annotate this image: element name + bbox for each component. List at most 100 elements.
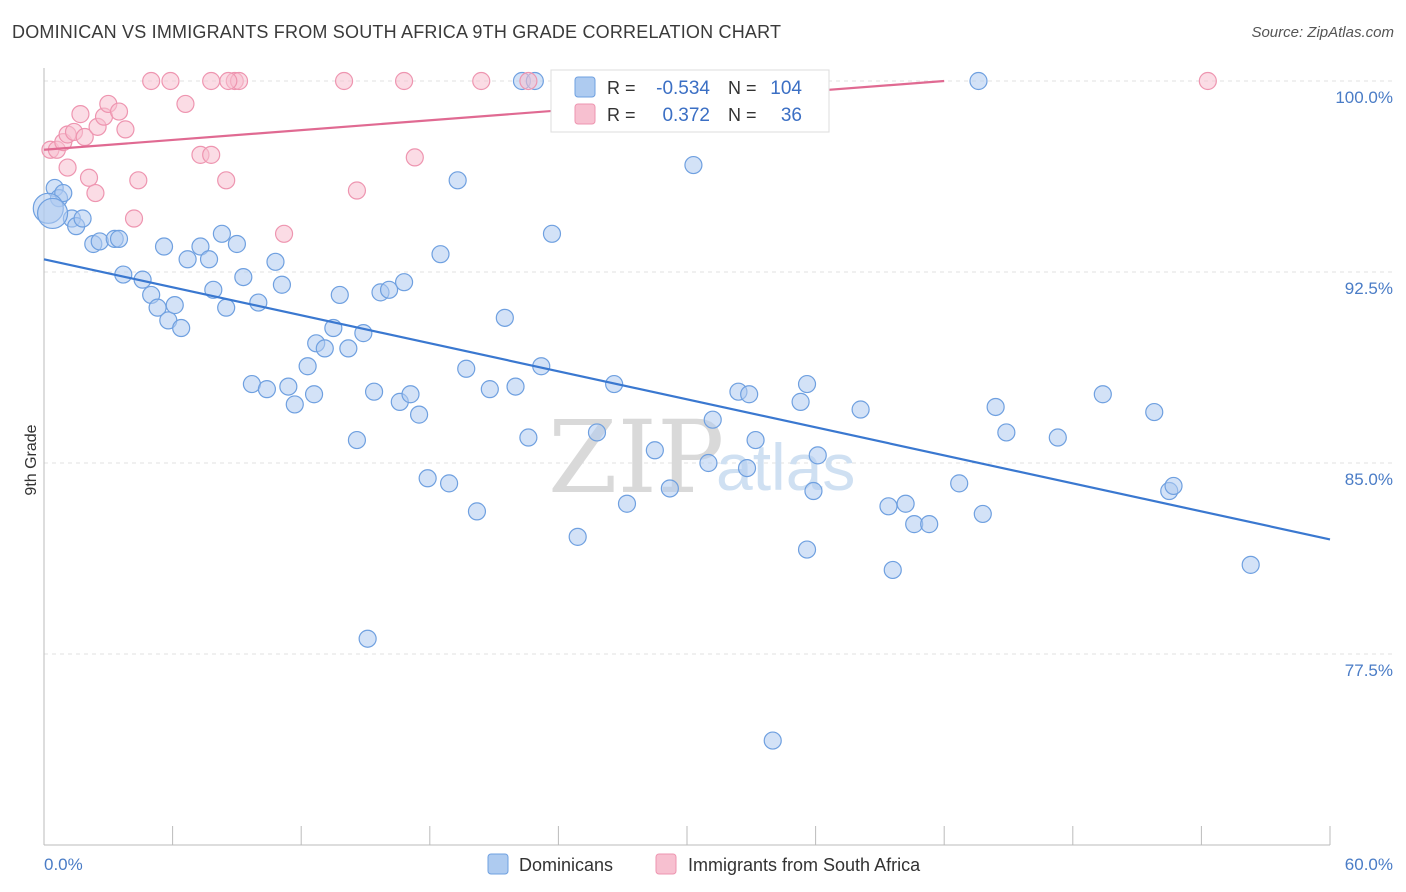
point-dominicans — [457, 359, 476, 378]
point-dominicans — [699, 453, 718, 473]
tick-labels: 100.0% 92.5% 85.0% 77.5% 0.0% 60.0% — [44, 88, 1393, 874]
point-south-africa — [75, 127, 94, 147]
bottom-legend-swatch-dominicans — [487, 853, 509, 875]
chart-title: DOMINICAN VS IMMIGRANTS FROM SOUTH AFRIC… — [12, 22, 782, 42]
point-dominicans — [36, 197, 69, 230]
legend-n-label-south-africa: N = — [728, 105, 757, 125]
legend-n-label-dominicans: N = — [728, 78, 757, 98]
legend-frame — [550, 69, 830, 133]
point-dominicans — [797, 374, 817, 394]
x-tick-label-max: 60.0% — [1345, 855, 1393, 874]
point-south-africa — [405, 148, 424, 167]
point-dominicans — [257, 380, 277, 399]
point-dominicans — [740, 385, 759, 404]
point-south-africa — [124, 209, 144, 228]
point-dominicans — [587, 423, 607, 442]
legend-n-value-south-africa: 36 — [781, 105, 802, 126]
point-dominicans — [973, 504, 992, 524]
point-dominicans — [746, 430, 765, 450]
x-tick-label-min: 0.0% — [44, 855, 83, 874]
watermark-atlas: atlas — [716, 430, 855, 504]
point-dominicans — [519, 428, 538, 447]
point-south-africa — [79, 168, 99, 187]
point-dominicans — [172, 318, 191, 338]
point-dominicans — [1145, 402, 1164, 422]
point-south-africa — [347, 181, 367, 200]
point-south-africa — [394, 71, 414, 91]
point-dominicans — [358, 629, 377, 648]
point-dominicans — [645, 441, 664, 460]
watermark-zip: ZIP — [548, 399, 724, 516]
point-dominicans — [969, 71, 988, 91]
y-tick-label: 100.0% — [1335, 88, 1393, 107]
bottom-legend: Dominicans Immigrants from South Africa — [487, 853, 921, 875]
point-dominicans — [617, 494, 637, 513]
y-axis-label: 9th Grade — [23, 424, 40, 495]
point-dominicans — [480, 380, 499, 399]
point-dominicans — [1164, 476, 1183, 496]
point-dominicans — [379, 280, 399, 299]
point-dominicans — [997, 423, 1016, 442]
point-dominicans — [217, 298, 236, 317]
point-south-africa — [217, 171, 236, 190]
point-dominicans — [879, 497, 898, 516]
chart-source: Source: ZipAtlas.com — [1251, 24, 1394, 41]
point-dominicans — [467, 502, 487, 521]
legend-r-value-south-africa: 0.372 — [662, 105, 710, 126]
legend-r-label-dominicans: R = — [607, 78, 636, 98]
point-dominicans — [986, 397, 1005, 417]
point-dominicans — [199, 250, 219, 269]
point-south-africa — [176, 94, 195, 114]
point-dominicans — [1093, 385, 1112, 404]
point-south-africa — [519, 71, 538, 91]
point-dominicans — [660, 479, 679, 498]
legend-swatch-dominicans — [574, 76, 596, 98]
point-dominicans — [234, 267, 253, 287]
point-dominicans — [272, 275, 292, 294]
point-dominicans — [401, 385, 420, 404]
point-dominicans — [950, 474, 969, 493]
point-dominicans — [90, 232, 109, 251]
point-south-africa — [219, 71, 238, 91]
point-south-africa — [109, 102, 129, 121]
point-dominicans — [703, 410, 722, 429]
point-dominicans — [896, 494, 915, 513]
point-dominicans — [883, 560, 902, 580]
legend-box: R = -0.534 N = 104 R = 0.372 N = 36 — [550, 69, 830, 133]
grid-lines — [44, 80, 1392, 655]
point-south-africa — [129, 171, 148, 190]
point-dominicans — [851, 400, 870, 419]
y-tick-label: 85.0% — [1345, 470, 1393, 489]
legend-n-value-dominicans: 104 — [770, 78, 802, 99]
point-dominicans — [347, 430, 367, 450]
point-south-africa — [161, 71, 180, 91]
point-dominicans — [304, 385, 324, 404]
point-dominicans — [448, 171, 467, 190]
point-south-africa — [1198, 71, 1217, 91]
point-dominicans — [808, 446, 827, 465]
point-south-africa — [202, 145, 221, 164]
point-dominicans — [315, 339, 334, 358]
legend-r-label-south-africa: R = — [607, 105, 636, 125]
point-dominicans — [285, 395, 304, 414]
point-dominicans — [330, 285, 349, 305]
point-dominicans — [109, 229, 129, 248]
point-dominicans — [439, 474, 459, 493]
point-south-africa — [86, 183, 105, 203]
point-dominicans — [495, 308, 514, 327]
legend-r-value-dominicans: -0.534 — [656, 78, 710, 99]
point-dominicans — [1048, 428, 1067, 447]
point-south-africa — [58, 158, 77, 177]
point-dominicans — [73, 209, 92, 228]
point-dominicans — [568, 527, 587, 546]
point-south-africa — [116, 120, 135, 139]
point-dominicans — [409, 405, 429, 424]
point-dominicans — [763, 731, 782, 750]
point-south-africa — [472, 71, 491, 91]
point-dominicans — [506, 377, 525, 396]
legend-swatch-south-africa — [574, 103, 596, 125]
axes — [43, 68, 1331, 846]
point-south-africa — [71, 105, 90, 124]
point-dominicans — [737, 458, 757, 478]
